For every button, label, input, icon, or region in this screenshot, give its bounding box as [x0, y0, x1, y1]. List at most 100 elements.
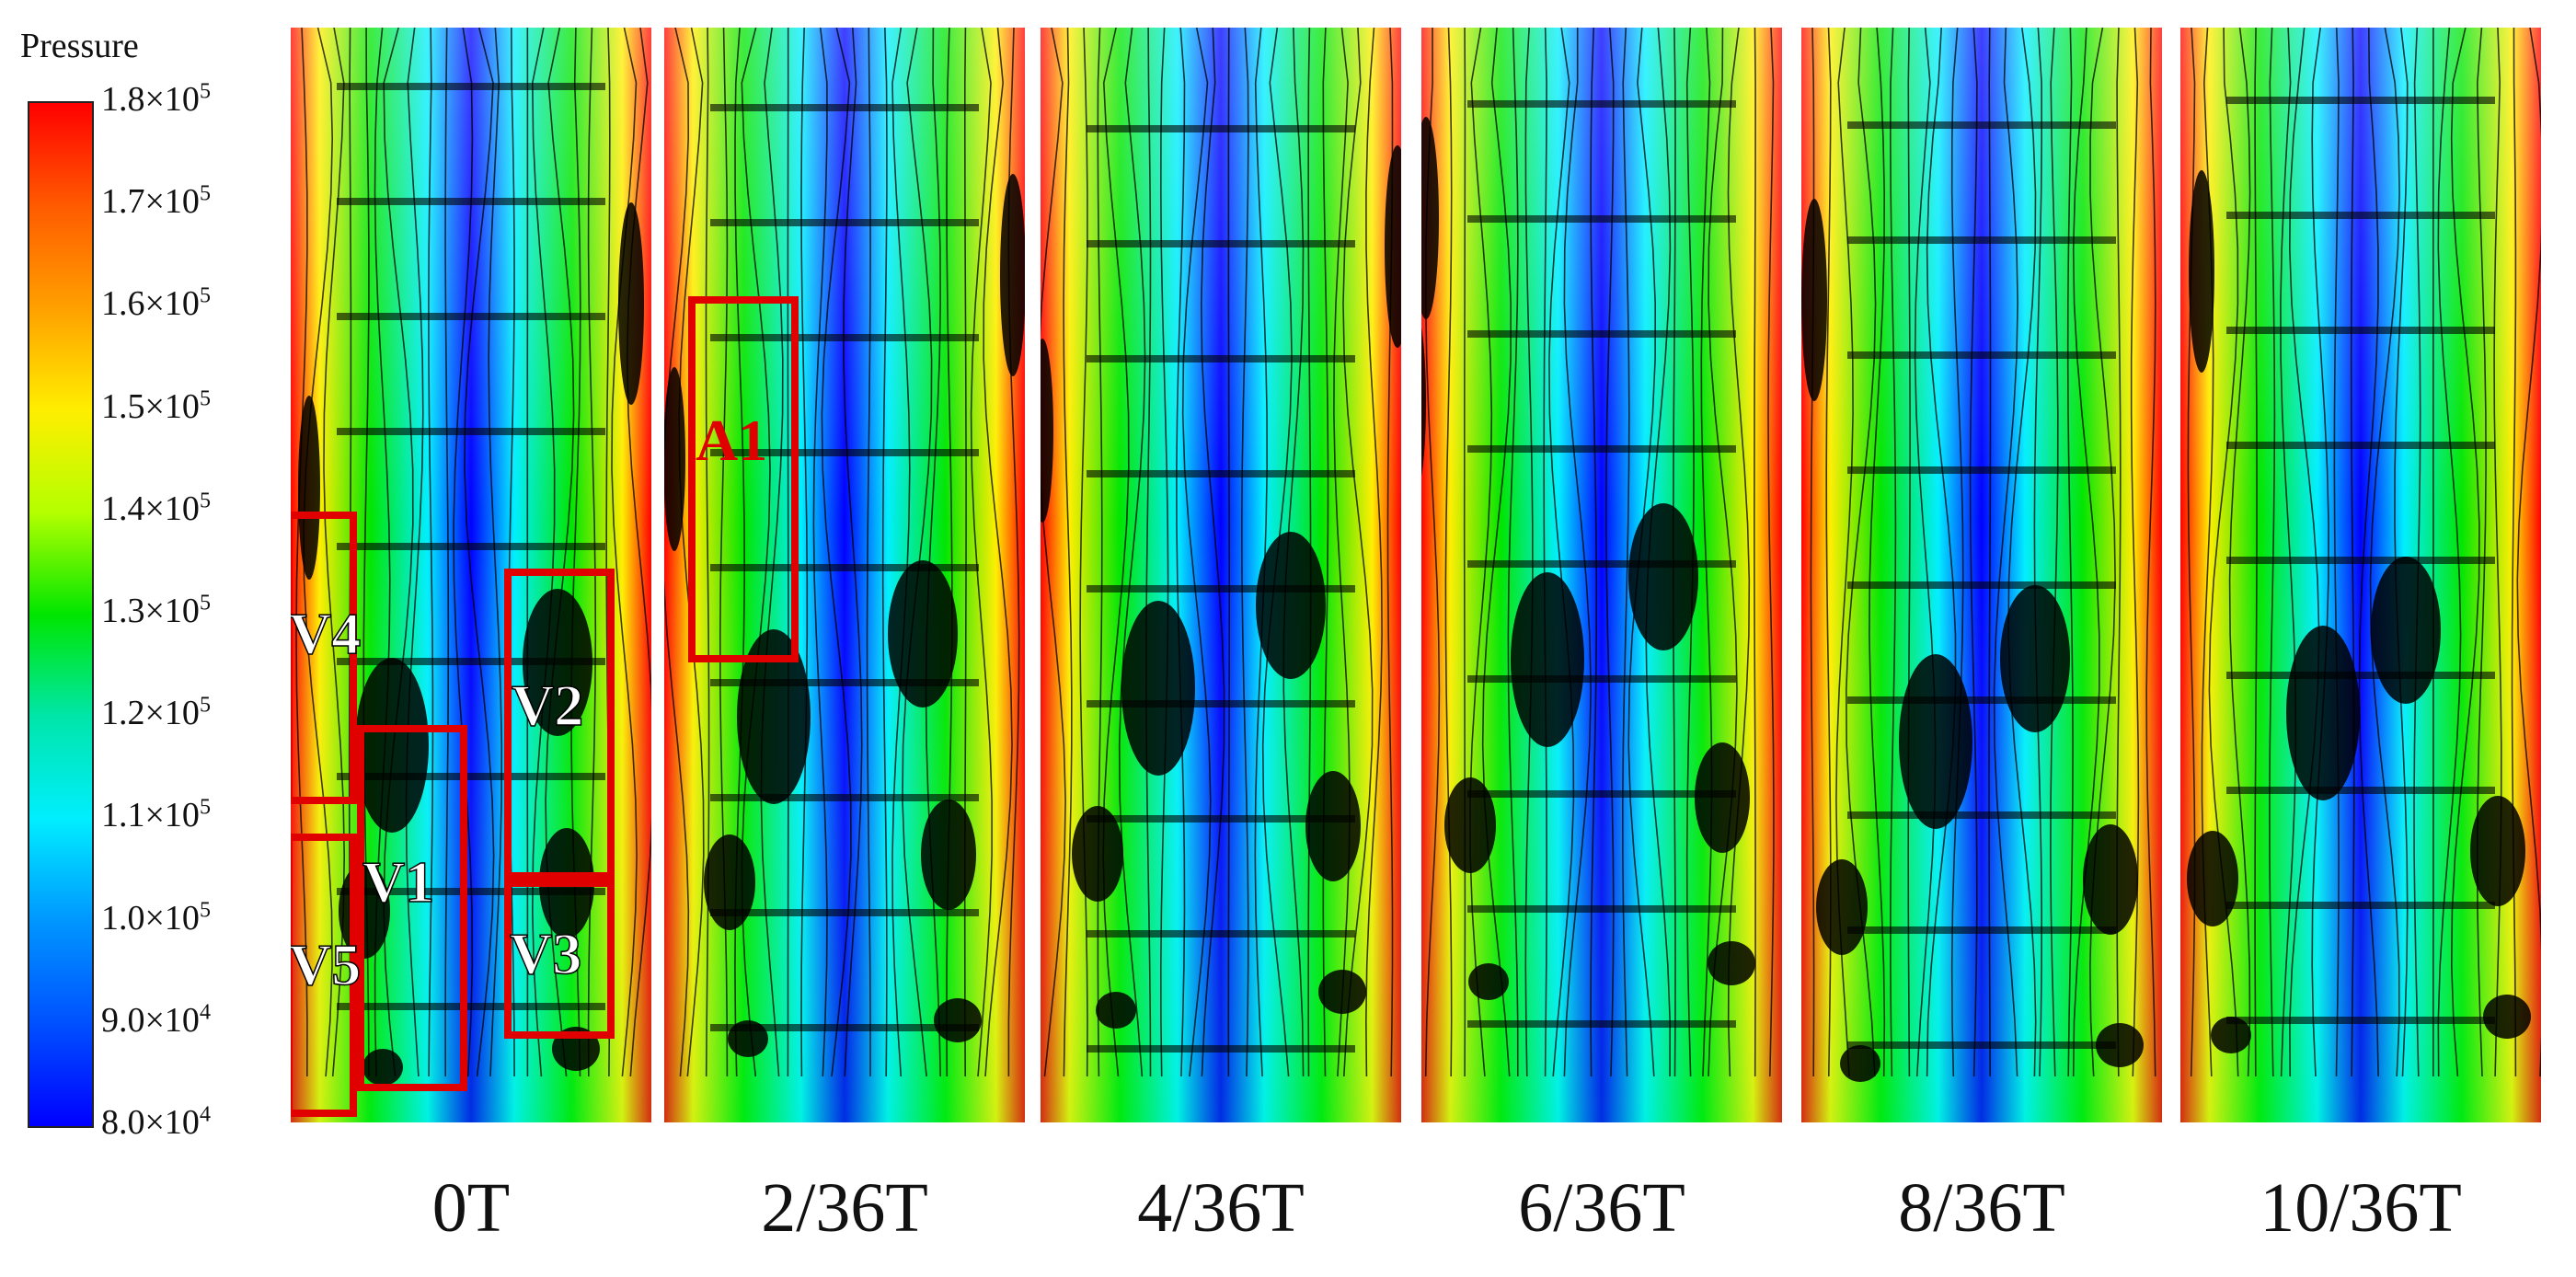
- colorbar-tick-label: 1.5×105: [101, 385, 211, 426]
- arrow-band: [1847, 351, 2116, 359]
- arrow-band: [337, 658, 605, 665]
- arrow-band: [1847, 581, 2116, 589]
- colorbar-tick-label: 1.1×105: [101, 795, 211, 835]
- arrow-band: [1087, 125, 1355, 132]
- contour-panel: V4 V2 V1 V5 V3: [291, 28, 651, 1122]
- arrow-band: [710, 564, 979, 571]
- annotation-box: [291, 834, 357, 1117]
- streamline: [1548, 28, 1575, 1077]
- contour-plot: [2180, 28, 2541, 1122]
- streamline: [2007, 28, 2037, 1077]
- streamline: [1708, 28, 1738, 1077]
- arrow-band: [1467, 445, 1736, 453]
- streamline: [1342, 28, 1374, 1077]
- streamline: [1254, 28, 1269, 1077]
- arrow-band: [710, 794, 979, 801]
- vortex: [1444, 777, 1496, 873]
- colorbar-tick-label: 1.6×105: [101, 283, 211, 324]
- vortex: [2211, 1017, 2251, 1053]
- vortex: [888, 560, 958, 708]
- streamline: [1118, 28, 1146, 1077]
- annotation-box: [688, 296, 799, 662]
- vortex: [2470, 796, 2525, 906]
- contour-plot: [1041, 28, 1401, 1122]
- streamline: [1144, 28, 1152, 1077]
- arrow-band: [337, 198, 605, 205]
- arrow-band: [1467, 215, 1736, 223]
- annotation-label: A1: [696, 408, 767, 473]
- arrow-band: [337, 543, 605, 550]
- vortex: [1096, 992, 1136, 1029]
- vortex: [2083, 824, 2138, 935]
- arrow-band: [1847, 466, 2116, 474]
- streamline: [1869, 28, 1886, 1077]
- streamline: [1563, 28, 1593, 1077]
- arrow-band: [1847, 121, 2116, 129]
- vortex: [1899, 654, 1972, 829]
- streamline: [664, 28, 690, 1077]
- arrow-band: [2226, 442, 2495, 449]
- streamline: [891, 28, 911, 1077]
- contour-plot: [1801, 28, 2162, 1122]
- arrow-band: [337, 428, 605, 435]
- annotation-label: V1: [362, 849, 434, 915]
- streamline: [1727, 28, 1751, 1077]
- vortex: [1816, 859, 1868, 955]
- vortex: [1421, 327, 1426, 477]
- streamline: [1524, 28, 1534, 1077]
- time-caption: 10/36T: [2260, 1169, 2462, 1247]
- time-caption: 6/36T: [1518, 1169, 1685, 1247]
- streamline: [2050, 28, 2059, 1077]
- arrow-band: [337, 313, 605, 320]
- annotation-box: [504, 569, 615, 880]
- streamline: [800, 28, 809, 1077]
- colorbar-tick-label: 1.3×105: [101, 591, 211, 630]
- streamline: [1481, 28, 1512, 1077]
- contour-plot: [1421, 28, 1782, 1122]
- streamline: [1988, 28, 1992, 1077]
- vortex: [1385, 145, 1401, 348]
- annotation-label: V4: [291, 601, 361, 666]
- contour-panel: [1041, 28, 1401, 1122]
- arrow-band: [1847, 1041, 2116, 1049]
- vortex: [618, 202, 644, 405]
- streamline: [1914, 28, 1937, 1077]
- arrow-band: [2226, 1017, 2495, 1024]
- streamline: [626, 28, 651, 1077]
- streamline: [2511, 28, 2517, 1077]
- arrow-band: [1467, 560, 1736, 568]
- colorbar-tick-label: 1.2×105: [101, 693, 211, 733]
- arrow-band: [710, 449, 979, 456]
- vortex: [1421, 117, 1439, 319]
- streamline: [1507, 28, 1519, 1077]
- colorbar-tick-label: 1.0×105: [101, 897, 211, 938]
- pressure-colorbar: [28, 101, 94, 1128]
- arrow-band: [1467, 1020, 1736, 1028]
- time-caption: 4/36T: [1137, 1169, 1305, 1247]
- arrow-band: [337, 1003, 605, 1010]
- vortex: [2371, 557, 2441, 704]
- arrow-band: [1087, 700, 1355, 708]
- streamline: [1181, 28, 1212, 1077]
- arrow-band: [1847, 696, 2116, 704]
- vortex: [934, 998, 982, 1042]
- vortex: [298, 396, 320, 580]
- annotation-label: V2: [512, 673, 583, 738]
- vortex: [2286, 626, 2360, 800]
- vortex: [1708, 941, 1755, 985]
- arrow-band: [2226, 902, 2495, 909]
- streamline: [1604, 28, 1615, 1077]
- arrow-band: [2226, 557, 2495, 564]
- arrow-band: [710, 909, 979, 916]
- colorbar-tick-label: 9.0×104: [101, 1000, 211, 1040]
- streamline: [1767, 28, 1775, 1077]
- streamline: [1993, 28, 2018, 1077]
- vortex: [2096, 1023, 2144, 1067]
- arrow-band: [1087, 930, 1355, 938]
- vortex: [664, 367, 685, 551]
- arrow-band: [710, 334, 979, 341]
- time-caption: 8/36T: [1898, 1169, 2065, 1247]
- streamline: [1097, 28, 1103, 1077]
- vortex: [1628, 503, 1698, 650]
- arrow-band: [1087, 585, 1355, 592]
